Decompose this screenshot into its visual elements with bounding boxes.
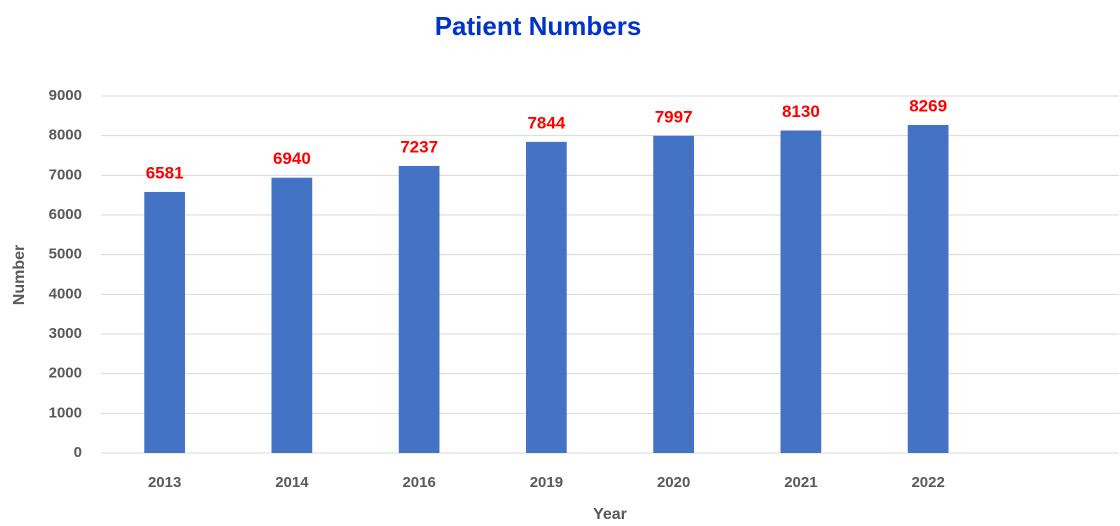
data-label: 7844 bbox=[527, 113, 565, 132]
x-tick-label: 2022 bbox=[911, 474, 944, 491]
y-tick-label: 1000 bbox=[49, 404, 82, 421]
data-label: 7997 bbox=[655, 107, 693, 126]
x-tick-label: 2013 bbox=[148, 474, 181, 491]
chart-title: Patient Numbers bbox=[435, 11, 642, 41]
data-label: 8269 bbox=[909, 96, 947, 115]
data-label: 7237 bbox=[400, 137, 438, 156]
y-tick-label: 5000 bbox=[49, 246, 82, 263]
data-label: 6581 bbox=[146, 163, 184, 182]
y-tick-label: 6000 bbox=[49, 206, 82, 223]
x-tick-label: 2016 bbox=[402, 474, 435, 491]
bar bbox=[907, 124, 949, 453]
x-axis-title: Year bbox=[593, 506, 627, 523]
data-label: 8130 bbox=[782, 102, 820, 121]
y-tick-label: 3000 bbox=[49, 325, 82, 342]
y-tick-label: 4000 bbox=[49, 285, 82, 302]
bar bbox=[780, 130, 822, 453]
data-label: 6940 bbox=[273, 149, 311, 168]
x-tick-label: 2019 bbox=[530, 474, 563, 491]
bar bbox=[526, 141, 567, 453]
x-tick-label: 2020 bbox=[657, 474, 690, 491]
x-tick-label: 2021 bbox=[784, 474, 817, 491]
x-tick-label: 2014 bbox=[275, 474, 309, 491]
y-tick-label: 0 bbox=[74, 444, 82, 461]
bar bbox=[398, 165, 440, 454]
bar bbox=[271, 177, 313, 454]
y-tick-label: 2000 bbox=[49, 365, 82, 382]
y-tick-label: 7000 bbox=[49, 166, 82, 183]
y-axis-title: Number bbox=[11, 245, 28, 305]
bar bbox=[653, 135, 694, 454]
y-tick-label: 8000 bbox=[49, 127, 82, 144]
y-tick-label: 9000 bbox=[49, 87, 82, 104]
bar bbox=[144, 191, 185, 453]
